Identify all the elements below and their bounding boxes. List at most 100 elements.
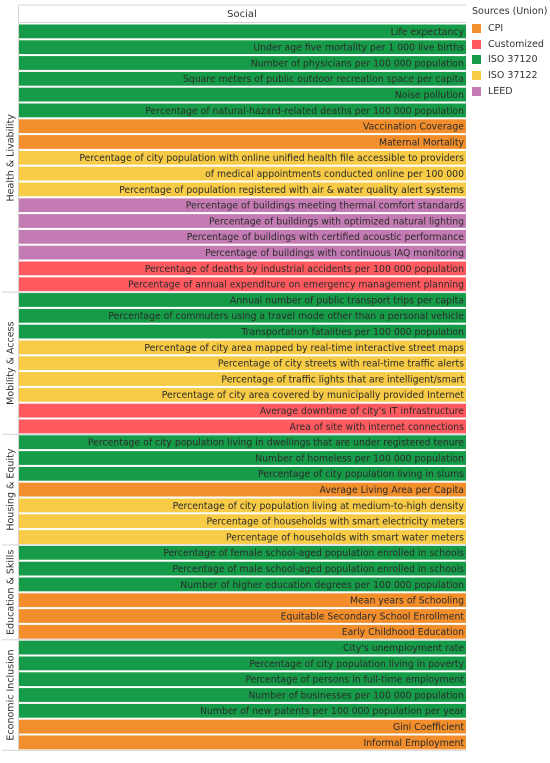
- indicator-label: Mean years of Schooling: [350, 596, 464, 607]
- legend-item: ISO 37120: [472, 52, 550, 68]
- indicator-bar: [19, 372, 466, 386]
- indicator-label: Under age five mortality per 1 000 live …: [253, 43, 464, 54]
- indicator-bar: [19, 688, 466, 702]
- indicator-label: City's unemployment rate: [343, 643, 464, 654]
- indicator-label: Number of homeless per 100 000 populatio…: [255, 453, 464, 464]
- indicator-bar: [19, 703, 466, 718]
- indicator-bar: [19, 640, 466, 655]
- indicator-bar: [19, 324, 466, 339]
- indicator-bar: [19, 719, 466, 734]
- indicator-bar: [19, 182, 466, 197]
- indicator-bar: [19, 577, 466, 592]
- indicator-label: Number of physicians per 100 000 populat…: [251, 58, 464, 69]
- indicator-bar: [19, 198, 466, 213]
- indicator-label: Average Living Area per Capita: [320, 485, 465, 496]
- indicator-label: Percentage of buildings with certified a…: [187, 232, 465, 243]
- indicator-bar: [19, 419, 466, 434]
- group-label: Education & Skills: [6, 550, 17, 635]
- group-label: Housing & Equity: [6, 448, 17, 530]
- indicator-bar: [19, 229, 466, 244]
- indicator-label: Percentage of buildings with optimized n…: [209, 216, 464, 227]
- legend-swatch: [472, 86, 481, 96]
- indicator-label: Percentage of city population living in …: [249, 659, 464, 670]
- indicator-label: Percentage of male school-aged populatio…: [172, 564, 464, 575]
- legend-label: Customized: [488, 38, 544, 50]
- indicator-label: Gini Coefficient: [393, 722, 464, 733]
- indicator-bar: [19, 624, 466, 639]
- indicator-bar: [19, 356, 466, 371]
- indicator-label: Annual number of public transport trips …: [230, 295, 464, 306]
- indicator-bar: [19, 609, 466, 623]
- indicator-label: Percentage of city population living at …: [173, 501, 465, 512]
- group-label: Health & Livability: [6, 114, 17, 202]
- indicator-bar: [19, 545, 466, 560]
- indicator-label: Percentage of city population living in …: [88, 438, 464, 449]
- legend-item: ISO 37122: [472, 68, 550, 84]
- indicator-label: Percentage of city streets with real-tim…: [218, 359, 464, 370]
- legend-title: Sources (Union): [472, 6, 548, 17]
- indicator-bar: [19, 150, 466, 165]
- legend-label: ISO 37120: [488, 54, 538, 66]
- column-header: Social: [227, 9, 257, 20]
- legend: Sources (Union) CPI Customized ISO 37120 IS…: [472, 6, 550, 99]
- indicator-label: Maternal Mortality: [379, 137, 465, 148]
- legend-items: CPI Customized ISO 37120 ISO 37122 LEED: [472, 21, 550, 99]
- indicator-label: Percentage of city area mapped by real-t…: [144, 343, 464, 354]
- indicator-label: Percentage of female school-aged populat…: [163, 548, 464, 559]
- legend-item: CPI: [472, 21, 550, 37]
- legend-swatch: [472, 24, 481, 34]
- indicator-label: Informal Employment: [364, 738, 465, 749]
- indicator-bar: [19, 435, 466, 450]
- indicator-bar: [19, 466, 466, 481]
- indicator-label: Percentage of city population living in …: [258, 469, 464, 480]
- indicator-bar: [19, 103, 466, 118]
- indicator-chart: Social Life expectancy Under age five mor…: [2, 4, 466, 751]
- indicator-bar: [19, 561, 466, 576]
- indicator-label: Percentage of annual expenditure on emer…: [128, 280, 464, 291]
- indicator-label: Percentage of traffic lights that are in…: [221, 374, 464, 385]
- indicator-bar: [19, 277, 466, 292]
- indicator-bar: [19, 498, 466, 513]
- indicator-label: Percentage of population registered with…: [119, 185, 464, 196]
- indicator-bar: [19, 656, 466, 671]
- indicator-label: Life expectancy: [391, 27, 465, 38]
- groups-layer: Health & Livability Mobility & Access Hous…: [2, 5, 466, 751]
- indicator-label: Percentage of city area covered by munic…: [162, 390, 465, 401]
- indicator-bar: [19, 735, 466, 750]
- indicator-bar: [19, 451, 466, 465]
- indicator-bar: [19, 135, 466, 149]
- indicator-label: Area of site with internet connections: [290, 422, 465, 433]
- indicator-bar: [19, 87, 466, 102]
- indicator-label: Number of businesses per 100 000 populat…: [248, 690, 464, 701]
- rows-layer: Life expectancy Under age five mortality …: [19, 24, 466, 750]
- indicator-label: of medical appointments conducted online…: [205, 169, 464, 180]
- indicator-label: Percentage of city population with onlin…: [79, 153, 464, 164]
- indicator-bar: [19, 71, 466, 86]
- group-label: Mobility & Access: [6, 322, 17, 405]
- legend-label: CPI: [488, 23, 504, 35]
- indicator-label: Percentage of buildings meeting thermal …: [186, 201, 464, 212]
- indicator-label: Percentage of households with smart elec…: [206, 517, 464, 528]
- indicator-label: Transportation fatalities per 100 000 po…: [240, 327, 464, 338]
- legend-swatch: [472, 71, 481, 81]
- indicator-bar: [19, 672, 466, 687]
- indicator-bar: [19, 482, 466, 497]
- legend-label: LEED: [488, 85, 513, 97]
- indicator-label: Square meters of public outdoor recreati…: [183, 74, 464, 85]
- indicator-bar: [19, 119, 466, 134]
- indicator-bar: [19, 308, 466, 323]
- indicator-label: Percentage of persons in full-time emplo…: [245, 675, 464, 686]
- indicator-label: Percentage of commuters using a travel m…: [108, 311, 464, 322]
- group-label: Economic Inclusion: [6, 649, 17, 740]
- indicator-label: Early Childhood Education: [342, 627, 464, 638]
- indicator-bar: [19, 514, 466, 529]
- indicator-bar: [19, 387, 466, 402]
- indicator-label: Percentage of natural-hazard-related dea…: [145, 106, 464, 117]
- indicator-label: Vaccination Coverage: [363, 122, 464, 133]
- indicator-bar: [19, 40, 466, 55]
- indicator-bar: [19, 214, 466, 228]
- legend-swatch: [472, 55, 481, 65]
- indicator-bar: [19, 530, 466, 544]
- indicator-bar: [19, 340, 466, 355]
- indicator-label: Equitable Secondary School Enrollment: [281, 611, 465, 622]
